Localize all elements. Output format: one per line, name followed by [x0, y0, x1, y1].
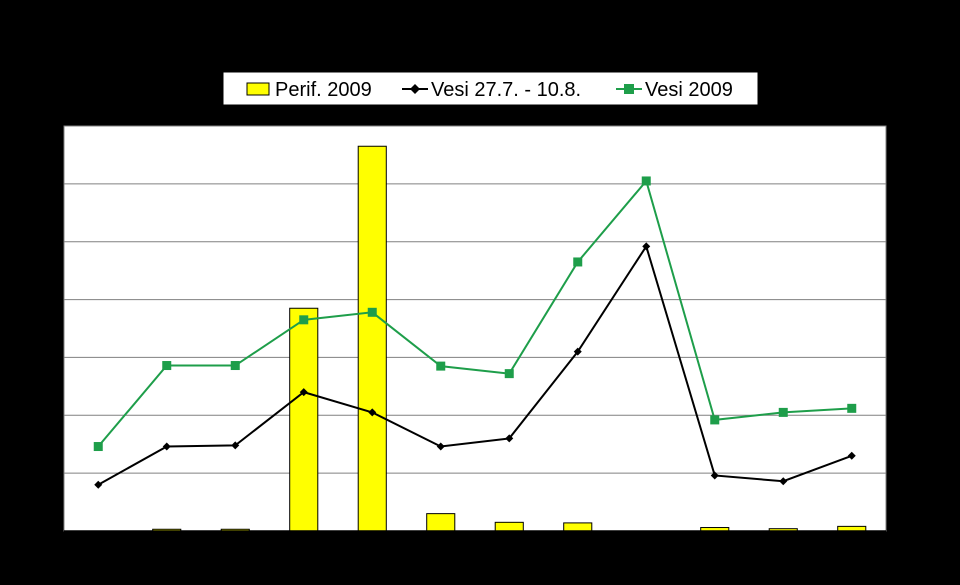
point-vesi-2009	[710, 415, 720, 425]
point-vesi-2009	[504, 369, 514, 379]
point-vesi-2009	[436, 361, 446, 371]
bar-series-perif	[83, 145, 867, 532]
plot-area	[63, 125, 887, 532]
point-vesi-2009	[367, 307, 377, 317]
point-vesi-2009	[162, 361, 172, 371]
bar-perif	[426, 513, 456, 532]
point-vesi-period	[505, 434, 514, 443]
line-vesi-2009	[97, 178, 852, 448]
legend: Perif. 2009 Vesi 27.7. - 10.8. Vesi 2009	[222, 71, 759, 106]
point-vesi-period	[847, 451, 856, 460]
legend-box	[222, 71, 759, 106]
point-vesi-period	[436, 442, 445, 451]
point-vesi-2009	[778, 407, 788, 417]
point-vesi-period	[573, 347, 582, 356]
legend-label-vesi-2009: Vesi 2009	[645, 79, 733, 101]
legend-marker-vesi-period	[410, 84, 420, 94]
legend-label-perif: Perif. 2009	[275, 79, 372, 101]
point-vesi-period	[231, 441, 240, 450]
line-series	[93, 176, 857, 489]
bar-perif	[289, 307, 319, 532]
legend-marker-vesi-2009	[624, 84, 634, 94]
point-vesi-period	[642, 242, 651, 251]
point-vesi-2009	[230, 361, 240, 371]
point-vesi-2009	[847, 403, 857, 413]
point-vesi-2009	[299, 315, 309, 325]
point-vesi-2009	[573, 257, 583, 267]
point-vesi-period	[94, 480, 103, 489]
point-vesi-period	[299, 388, 308, 397]
bar-perif	[357, 145, 387, 532]
point-vesi-2009	[93, 442, 103, 452]
legend-swatch-perif	[246, 82, 270, 96]
legend-label-vesi-period: Vesi 27.7. - 10.8.	[431, 79, 581, 101]
point-vesi-period	[162, 442, 171, 451]
point-vesi-2009	[641, 176, 651, 186]
bar-perif	[494, 521, 524, 532]
bar-perif	[563, 522, 593, 532]
point-vesi-period	[779, 477, 788, 486]
point-vesi-period	[368, 408, 377, 417]
point-vesi-period	[710, 471, 719, 480]
line-vesi-period	[97, 243, 853, 486]
